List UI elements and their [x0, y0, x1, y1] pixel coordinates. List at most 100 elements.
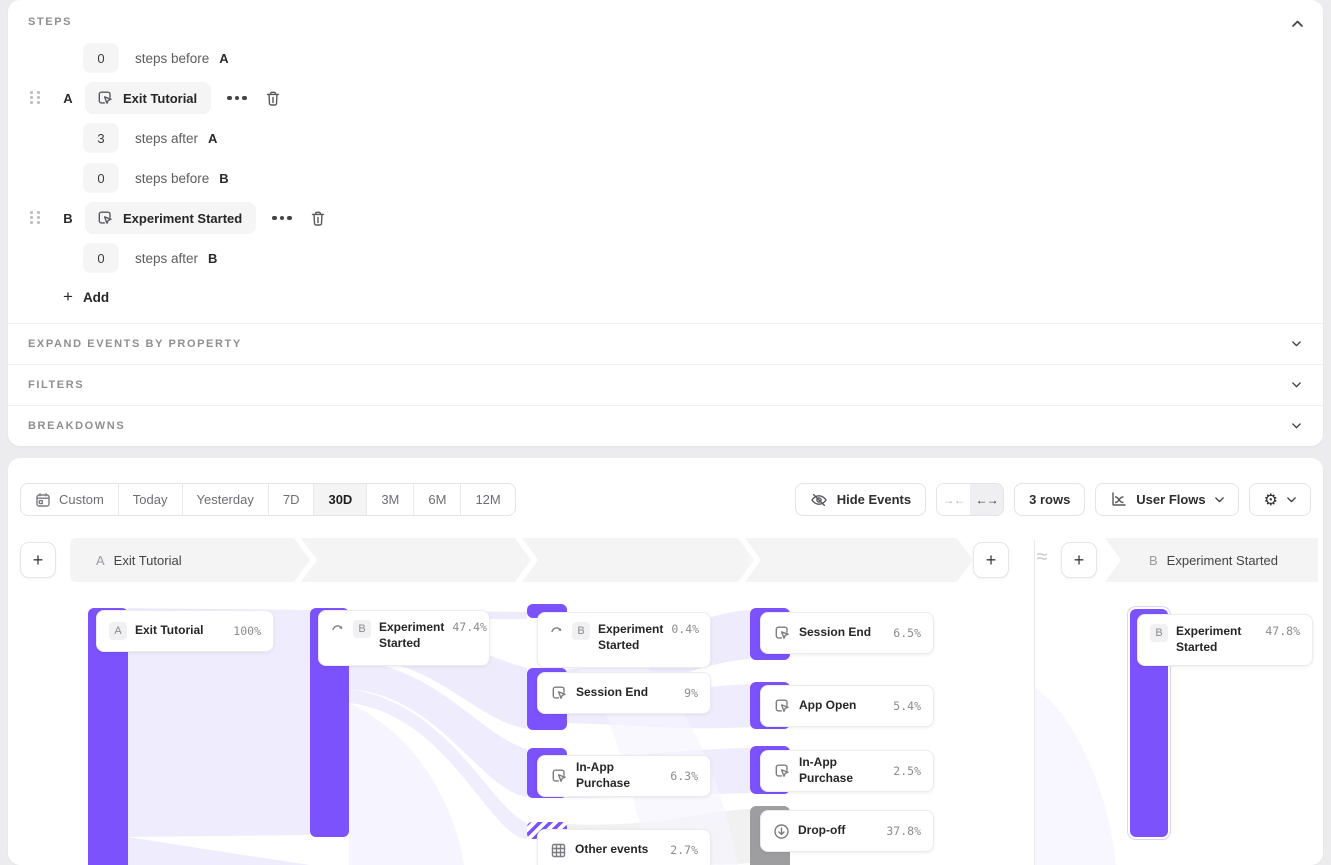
steps-section-title: STEPS — [28, 16, 73, 28]
column-letter: A — [96, 552, 105, 568]
node-percentage: 47.8% — [1265, 624, 1300, 638]
node-label: Exit Tutorial — [135, 623, 204, 638]
node-label: Drop-off — [798, 823, 846, 838]
node-label: Session End — [576, 685, 649, 700]
sankey-node-experiment-started-final[interactable]: B Experiment Started 47.8% — [1137, 614, 1313, 666]
section-label: FILTERS — [28, 379, 85, 391]
rows-count-button[interactable]: 3 rows — [1014, 483, 1086, 516]
date-range-3m[interactable]: 3M — [366, 484, 413, 515]
node-letter-badge: B — [1150, 624, 1168, 642]
step-a-event-label: Exit Tutorial — [123, 90, 198, 106]
node-letter-badge: B — [353, 620, 371, 638]
event-cursor-icon — [96, 209, 114, 227]
steps-before-b-count-input[interactable]: 0 — [83, 163, 119, 193]
column-header-b[interactable]: B Experiment Started — [1105, 538, 1318, 582]
steps-before-a-count-input[interactable]: 0 — [83, 43, 119, 73]
event-cursor-icon — [96, 89, 114, 107]
drag-handle-icon[interactable] — [30, 91, 42, 105]
expand-events-by-property-section[interactable]: EXPAND EVENTS BY PROPERTY — [8, 323, 1323, 364]
step-b-more-options-icon[interactable] — [272, 215, 292, 221]
node-percentage: 47.4% — [452, 620, 487, 634]
step-b-event-label: Experiment Started — [123, 210, 243, 226]
sankey-node-experiment-started[interactable]: B Experiment Started 47.4% — [318, 610, 490, 666]
date-range-12m[interactable]: 12M — [460, 484, 514, 515]
trash-icon — [311, 211, 324, 226]
section-label: BREAKDOWNS — [28, 420, 126, 432]
steps-after-b-count-input[interactable]: 0 — [83, 243, 119, 273]
node-percentage: 6.5% — [893, 626, 921, 640]
column-letter: B — [1149, 552, 1158, 568]
steps-after-a-row: 3 steps after A — [83, 120, 217, 156]
steps-before-a-row: 0 steps before A — [83, 40, 229, 76]
step-ref: B — [219, 170, 229, 186]
steps-before-b-row: 0 steps before B — [83, 160, 229, 196]
date-range-selector: Custom Today Yesterday 7D 30D 3M 6M 12M — [20, 483, 516, 516]
event-cursor-icon — [773, 762, 791, 780]
date-range-7d[interactable]: 7D — [267, 484, 314, 515]
collapse-rows-button[interactable]: →← — [937, 484, 971, 515]
date-range-30d[interactable]: 30D — [313, 484, 367, 515]
column-header-a-segment[interactable]: A Exit Tutorial — [70, 538, 310, 582]
calendar-icon — [36, 492, 50, 507]
sankey-node-drop-off[interactable]: Drop-off 37.8% — [760, 810, 934, 852]
report-toolbar: Custom Today Yesterday 7D 30D 3M 6M 12M … — [20, 483, 1311, 516]
event-cursor-icon — [550, 684, 568, 702]
step-b-event-button[interactable]: Experiment Started — [85, 202, 257, 234]
section-label: EXPAND EVENTS BY PROPERTY — [28, 338, 242, 350]
add-step-button[interactable]: + Add — [63, 287, 109, 307]
hide-events-button[interactable]: Hide Events — [794, 483, 927, 516]
step-ref: A — [208, 130, 218, 146]
step-a-event-button[interactable]: Exit Tutorial — [85, 82, 212, 114]
view-type-dropdown[interactable]: User Flows — [1095, 483, 1239, 516]
sankey-node-app-open[interactable]: App Open 5.4% — [760, 685, 934, 727]
steps-before-label: steps before — [135, 50, 210, 66]
hide-events-label: Hide Events — [836, 492, 912, 507]
steps-after-a-count-input[interactable]: 3 — [83, 123, 119, 153]
steps-collapse-button[interactable] — [1292, 14, 1303, 32]
node-percentage: 37.8% — [886, 824, 921, 838]
event-cursor-icon — [773, 624, 791, 642]
column-header-segment[interactable] — [745, 538, 973, 582]
date-range-today[interactable]: Today — [117, 484, 182, 515]
sankey-node-other-events[interactable]: Other events 2.7% — [537, 829, 711, 865]
sankey-node-exit-tutorial[interactable]: A Exit Tutorial 100% — [96, 610, 274, 652]
trash-icon — [266, 91, 279, 106]
row-expand-toggle: →← ←→ — [936, 483, 1005, 516]
step-a-letter: A — [63, 90, 73, 106]
date-range-6m[interactable]: 6M — [413, 484, 460, 515]
column-header-segment[interactable] — [522, 538, 754, 582]
sankey-node-session-end[interactable]: Session End 9% — [537, 672, 711, 714]
step-a-delete-button[interactable] — [265, 90, 281, 107]
filters-section[interactable]: FILTERS — [8, 364, 1323, 405]
date-range-yesterday[interactable]: Yesterday — [181, 484, 268, 515]
steps-before-label: steps before — [135, 170, 210, 186]
sankey-node-session-end-2[interactable]: Session End 6.5% — [760, 612, 934, 654]
column-header-segment[interactable] — [301, 538, 531, 582]
add-step-label: Add — [82, 289, 110, 305]
steps-after-label: steps after — [135, 250, 199, 266]
drop-off-arrow-icon — [773, 823, 790, 840]
user-flows-report-card: Custom Today Yesterday 7D 30D 3M 6M 12M … — [8, 458, 1323, 865]
user-flows-chart-icon — [1112, 492, 1126, 506]
node-label: In-App Purchase — [799, 755, 854, 785]
drag-handle-icon[interactable] — [30, 211, 42, 225]
step-b-delete-button[interactable] — [310, 210, 326, 227]
add-column-left-button[interactable]: + — [20, 542, 56, 578]
node-percentage: 2.5% — [893, 764, 921, 778]
expand-rows-button[interactable]: ←→ — [970, 484, 1004, 515]
step-b-letter: B — [63, 210, 73, 226]
sankey-node-experiment-started-2[interactable]: B Experiment Started 0.4% — [537, 612, 711, 668]
add-column-right-button[interactable]: + — [1061, 542, 1097, 578]
eye-off-icon — [810, 493, 827, 506]
chevron-down-icon — [1287, 496, 1296, 502]
settings-dropdown[interactable]: ⚙ — [1248, 483, 1311, 516]
node-percentage: 6.3% — [670, 769, 698, 783]
steps-panel: STEPS 0 steps before A A Exit Tutorial 3… — [8, 0, 1323, 446]
sankey-node-in-app-purchase[interactable]: In-App Purchase 6.3% — [537, 755, 711, 797]
sankey-node-in-app-purchase-2[interactable]: In-App Purchase 2.5% — [760, 750, 934, 792]
add-column-mid-button[interactable]: + — [973, 542, 1009, 578]
step-a-more-options-icon[interactable] — [227, 95, 247, 101]
node-label: In-App Purchase — [576, 760, 631, 790]
date-range-custom[interactable]: Custom — [21, 484, 118, 515]
breakdowns-section[interactable]: BREAKDOWNS — [8, 405, 1323, 446]
